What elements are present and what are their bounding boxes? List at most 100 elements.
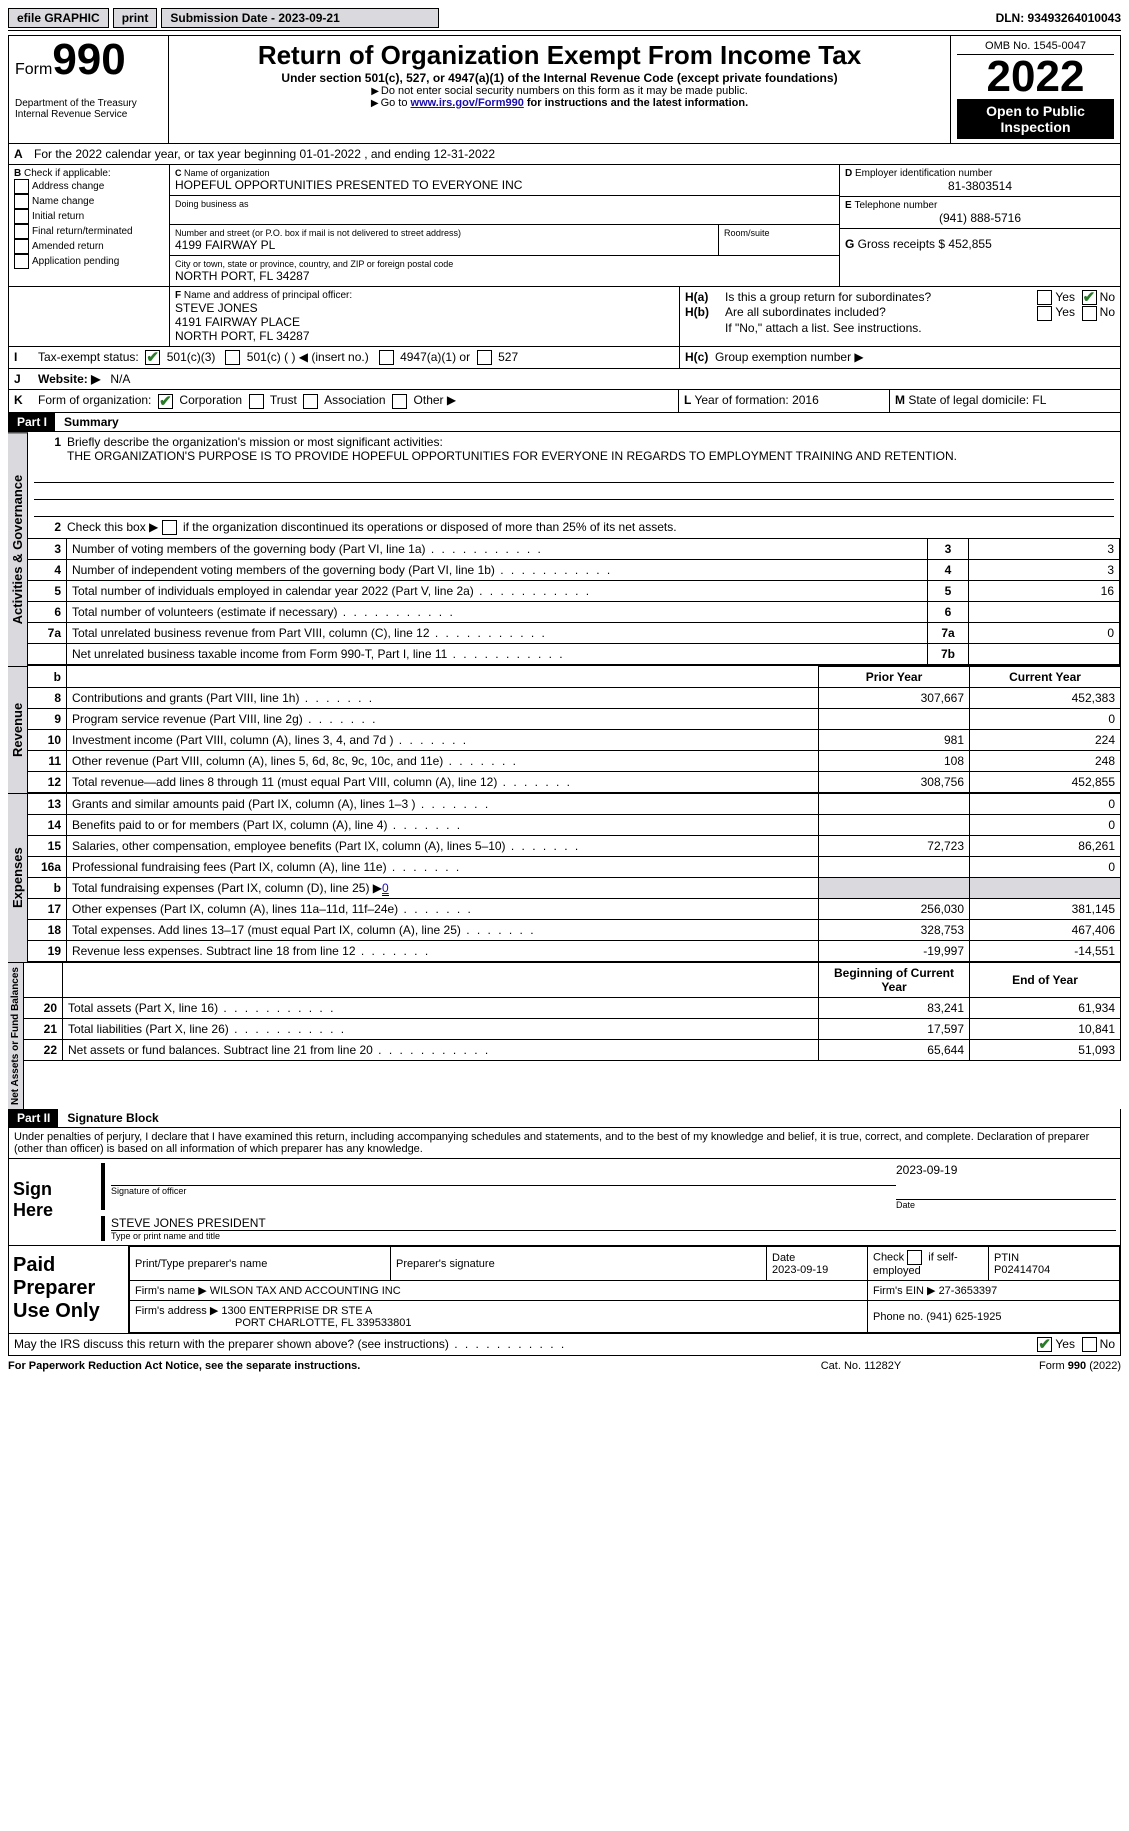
part-i-title: Summary	[56, 413, 127, 431]
officer-typed-label: Type or print name and title	[111, 1231, 1116, 1241]
vtab-revenue: Revenue	[8, 666, 28, 793]
ptin-value: P02414704	[994, 1264, 1050, 1276]
goto-suffix: for instructions and the latest informat…	[524, 97, 748, 109]
amended-return-checkbox[interactable]	[14, 239, 29, 254]
org-name-label: Name of organization	[184, 168, 270, 178]
table-row: 14Benefits paid to or for members (Part …	[28, 814, 1121, 835]
name-change-checkbox[interactable]	[14, 194, 29, 209]
discuss-row: May the IRS discuss this return with the…	[8, 1334, 1121, 1356]
current-year-hdr: Current Year	[970, 666, 1121, 687]
sig-date-value: 2023-09-19	[896, 1163, 1116, 1177]
table-row: 8Contributions and grants (Part VIII, li…	[28, 687, 1121, 708]
q2-text: Check this box ▶ if the organization dis…	[67, 520, 677, 535]
table-row: 9Program service revenue (Part VIII, lin…	[28, 708, 1121, 729]
table-row: 12Total revenue—add lines 8 through 11 (…	[28, 771, 1121, 792]
officer-addr1: 4191 FAIRWAY PLACE	[175, 315, 674, 329]
print-button[interactable]: print	[113, 8, 158, 28]
corp-checkbox[interactable]	[158, 394, 173, 409]
prior-year-hdr: Prior Year	[819, 666, 970, 687]
room-label: Room/suite	[719, 225, 839, 255]
line-a-text: For the 2022 calendar year, or tax year …	[29, 144, 500, 164]
gross-receipts-label: Gross receipts $	[858, 237, 945, 251]
firm-phone-label: Phone no.	[873, 1311, 923, 1323]
assoc-label: Association	[324, 393, 385, 407]
footer-center: Cat. No. 11282Y	[761, 1360, 961, 1372]
domicile-value: FL	[1032, 393, 1046, 407]
discontinued-checkbox[interactable]	[162, 520, 177, 535]
governance-table: 3Number of voting members of the governi…	[28, 538, 1120, 665]
discuss-yes-label: Yes	[1055, 1337, 1075, 1351]
other-checkbox[interactable]	[392, 394, 407, 409]
final-return-checkbox[interactable]	[14, 224, 29, 239]
ha-no-checkbox[interactable]	[1082, 290, 1097, 305]
527-checkbox[interactable]	[477, 350, 492, 365]
table-row: 4Number of independent voting members of…	[28, 559, 1120, 580]
application-pending-checkbox[interactable]	[14, 254, 29, 269]
preparer-sig-label: Preparer's signature	[391, 1247, 767, 1281]
mission-label: Briefly describe the organization's miss…	[67, 435, 957, 449]
ptin-label: PTIN	[994, 1252, 1019, 1264]
perjury-declaration: Under penalties of perjury, I declare th…	[8, 1128, 1121, 1159]
part-i-header: Part I Summary	[8, 413, 1121, 432]
application-pending-label: Application pending	[32, 256, 119, 267]
table-row: 5Total number of individuals employed in…	[28, 580, 1120, 601]
table-row: 15Salaries, other compensation, employee…	[28, 835, 1121, 856]
footer-right: Form 990 (2022)	[961, 1360, 1121, 1372]
self-employed-cell: Check if self-employed	[868, 1247, 989, 1281]
irs-link[interactable]: www.irs.gov/Form990	[411, 97, 524, 109]
vtab-activities: Activities & Governance	[8, 432, 28, 666]
trust-checkbox[interactable]	[249, 394, 264, 409]
assoc-checkbox[interactable]	[303, 394, 318, 409]
year-formation-label: Year of formation:	[694, 393, 788, 407]
expenses-section: Expenses 13Grants and similar amounts pa…	[8, 793, 1121, 962]
addr-label: Number and street (or P.O. box if mail i…	[175, 228, 713, 238]
website-value: N/A	[110, 372, 130, 386]
form-org-label: Form of organization:	[38, 393, 151, 407]
domicile-label: State of legal domicile:	[908, 393, 1029, 407]
eoy-hdr: End of Year	[970, 962, 1121, 997]
table-row: Net unrelated business taxable income fr…	[28, 643, 1120, 664]
address-change-checkbox[interactable]	[14, 179, 29, 194]
hb-yes-checkbox[interactable]	[1037, 306, 1052, 321]
table-row: 7aTotal unrelated business revenue from …	[28, 622, 1120, 643]
table-row: 10Investment income (Part VIII, column (…	[28, 729, 1121, 750]
ha-yes-checkbox[interactable]	[1037, 290, 1052, 305]
dba-label: Doing business as	[175, 199, 834, 209]
4947-label: 4947(a)(1) or	[400, 350, 470, 364]
501c-checkbox[interactable]	[225, 350, 240, 365]
sign-block: Sign Here Signature of officer 2023-09-1…	[8, 1159, 1121, 1246]
line-a: A For the 2022 calendar year, or tax yea…	[8, 144, 1121, 165]
other-label: Other ▶	[414, 393, 457, 407]
name-change-label: Name change	[32, 196, 94, 207]
self-employed-checkbox[interactable]	[907, 1250, 922, 1265]
501c3-checkbox[interactable]	[145, 350, 160, 365]
hb-no-checkbox[interactable]	[1082, 306, 1097, 321]
firm-ein-label: Firm's EIN ▶	[873, 1285, 936, 1297]
revenue-section: Revenue b Prior Year Current Year 8Contr…	[8, 666, 1121, 793]
firm-phone-value: (941) 625-1925	[926, 1311, 1001, 1323]
preparer-date-label: Date	[772, 1252, 795, 1264]
4947-checkbox[interactable]	[379, 350, 394, 365]
expenses-table: 13Grants and similar amounts paid (Part …	[28, 793, 1121, 962]
final-return-label: Final return/terminated	[32, 226, 133, 237]
discuss-no-checkbox[interactable]	[1082, 1337, 1097, 1352]
tax-year: 2022	[957, 55, 1114, 99]
hb-no-label: No	[1100, 305, 1115, 319]
line-i: I Tax-exempt status: 501(c)(3) 501(c) ( …	[8, 347, 1121, 369]
corp-label: Corporation	[179, 393, 242, 407]
line-klm: K Form of organization: Corporation Trus…	[8, 390, 1121, 412]
top-bar: efile GRAPHIC print Submission Date - 20…	[8, 8, 1121, 31]
phone-label: Telephone number	[854, 200, 937, 211]
part-ii-header: Part II Signature Block	[8, 1109, 1121, 1128]
firm-name-label: Firm's name ▶	[135, 1285, 207, 1297]
trust-label: Trust	[270, 393, 297, 407]
discuss-yes-checkbox[interactable]	[1037, 1337, 1052, 1352]
form-label: Form990	[15, 40, 162, 80]
hb-label: Are all subordinates included?	[725, 305, 1037, 320]
table-row: 22Net assets or fund balances. Subtract …	[24, 1039, 1121, 1060]
firm-addr-label: Firm's address ▶	[135, 1305, 218, 1317]
initial-return-checkbox[interactable]	[14, 209, 29, 224]
table-row: 17Other expenses (Part IX, column (A), l…	[28, 898, 1121, 919]
firm-name-value: WILSON TAX AND ACCOUNTING INC	[210, 1285, 401, 1297]
initial-return-label: Initial return	[32, 211, 84, 222]
